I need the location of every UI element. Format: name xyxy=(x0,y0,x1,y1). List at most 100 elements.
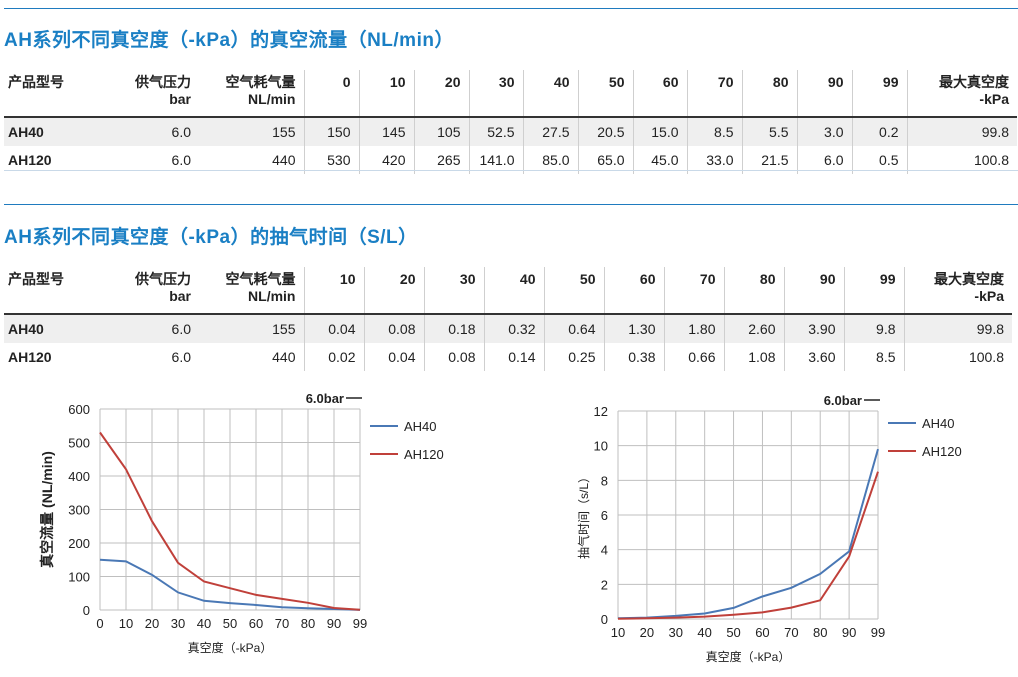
legend-label: AH120 xyxy=(404,447,444,462)
column-header: 30 xyxy=(468,70,523,117)
column-header: 70 xyxy=(686,70,742,117)
value-cell: 3.60 xyxy=(783,343,844,371)
y-tick-label: 100 xyxy=(68,570,90,585)
value-cell: 33.0 xyxy=(686,146,742,174)
column-header: 30 xyxy=(423,267,484,314)
x-tick-label: 20 xyxy=(145,616,159,631)
value-cell: 15.0 xyxy=(632,117,687,146)
header-line1: 70 xyxy=(699,271,716,287)
value-cell: 0.08 xyxy=(423,343,484,371)
column-header: 80 xyxy=(723,267,784,314)
x-tick-label: 80 xyxy=(301,616,315,631)
value-cell: 8.5 xyxy=(843,343,904,371)
x-tick-label: 0 xyxy=(96,616,103,631)
header-line1: 最大真空度 xyxy=(934,271,1004,287)
column-header: 90 xyxy=(796,70,852,117)
series-line-ah40 xyxy=(617,448,879,620)
x-tick-label: 60 xyxy=(755,625,769,640)
header-line1: 60 xyxy=(639,271,656,287)
value-cell: 440 xyxy=(199,343,304,371)
header-line1: 供气压力 xyxy=(135,271,191,287)
value-cell: 6.0 xyxy=(99,343,199,371)
x-tick-label: 30 xyxy=(669,625,683,640)
value-cell: 99.8 xyxy=(903,314,1012,343)
column-header: 60 xyxy=(603,267,664,314)
header-line2: -kPa xyxy=(979,91,1009,107)
table-row: AH40 6.0 155 150 145 105 52.5 27.5 20.5 15.0 8.5 5.… xyxy=(4,117,1017,146)
column-header: 99 xyxy=(843,267,904,314)
y-tick-label: 2 xyxy=(601,577,608,592)
flow-chart: 0 100 200 300 400 500 600 0 10 20 30 40 50 60 70 80 90 99… xyxy=(39,391,444,655)
column-header: 40 xyxy=(522,70,578,117)
y-tick-label: 500 xyxy=(68,436,90,451)
value-cell: 8.5 xyxy=(686,117,742,146)
x-axis-label: 真空度（-kPa） xyxy=(706,649,791,664)
header-line1: 30 xyxy=(459,271,476,287)
header-line1: 30 xyxy=(498,74,515,90)
header-line1: 80 xyxy=(759,271,776,287)
x-tick-label: 99 xyxy=(353,616,367,631)
header-line1: 10 xyxy=(389,74,406,90)
x-tick-label: 50 xyxy=(223,616,237,631)
header-line1: 供气压力 xyxy=(135,74,191,90)
x-tick-label: 70 xyxy=(784,625,798,640)
section-divider xyxy=(4,170,1018,171)
column-header: 20 xyxy=(363,267,424,314)
header-line1: 最大真空度 xyxy=(939,74,1009,90)
y-tick-label: 600 xyxy=(68,402,90,417)
value-cell: 1.80 xyxy=(663,314,724,343)
model-cell: AH40 xyxy=(4,314,99,343)
value-cell: 3.90 xyxy=(783,314,844,343)
column-header: 80 xyxy=(741,70,797,117)
column-header: 20 xyxy=(413,70,469,117)
value-cell: 0.66 xyxy=(663,343,724,371)
pressure-annotation: 6.0bar xyxy=(306,391,344,406)
value-cell: 0.04 xyxy=(303,314,364,343)
y-tick-label: 4 xyxy=(601,543,608,558)
header-line2: bar xyxy=(169,91,191,107)
pressure-annotation: 6.0bar xyxy=(824,393,862,408)
header-line1: 99 xyxy=(879,271,896,287)
column-header: 10 xyxy=(358,70,414,117)
header-line1: 50 xyxy=(608,74,625,90)
x-tick-label: 30 xyxy=(171,616,185,631)
value-cell: 150 xyxy=(303,117,359,146)
x-tick-label: 10 xyxy=(119,616,133,631)
y-tick-label: 10 xyxy=(594,439,608,454)
value-cell: 1.30 xyxy=(603,314,664,343)
value-cell: 141.0 xyxy=(468,146,523,174)
y-tick-label: 400 xyxy=(68,469,90,484)
value-cell: 9.8 xyxy=(843,314,904,343)
header-line1: 10 xyxy=(339,271,356,287)
header-line1: 80 xyxy=(772,74,789,90)
value-cell: 0.14 xyxy=(483,343,544,371)
y-tick-label: 6 xyxy=(601,508,608,523)
value-cell: 52.5 xyxy=(468,117,523,146)
table-row: AH40 6.0 155 0.04 0.08 0.18 0.32 0.64 1.30 1.80 2.… xyxy=(4,314,1012,343)
header-line2: NL/min xyxy=(248,288,296,304)
table-row: AH120 6.0 440 530 420 265 141.0 85.0 65.0 45.0 33.… xyxy=(4,146,1017,174)
value-cell: 155 xyxy=(199,117,304,146)
header-line2: NL/min xyxy=(248,91,296,107)
value-cell: 530 xyxy=(303,146,359,174)
legend-label: AH120 xyxy=(922,444,962,459)
header-line1: 70 xyxy=(717,74,734,90)
header-line1: 产品型号 xyxy=(8,271,64,287)
x-tick-label: 10 xyxy=(611,625,625,640)
column-header: 40 xyxy=(483,267,544,314)
value-cell: 20.5 xyxy=(577,117,633,146)
y-axis-label: 抽气时间（s/L） xyxy=(576,471,591,559)
value-cell: 6.0 xyxy=(796,146,852,174)
value-cell: 6.0 xyxy=(99,117,199,146)
value-cell: 0.5 xyxy=(851,146,907,174)
column-header: 最大真空度 -kPa xyxy=(906,70,1017,117)
top-rule xyxy=(4,8,1018,9)
legend-label: AH40 xyxy=(404,419,437,434)
value-cell: 0.08 xyxy=(363,314,424,343)
column-header: 供气压力 bar xyxy=(99,267,199,314)
flow-section-title: AH系列不同真空度（-kPa）的真空流量（NL/min） xyxy=(4,30,454,51)
column-header: 99 xyxy=(851,70,907,117)
value-cell: 0.02 xyxy=(303,343,364,371)
header-line1: 空气耗气量 xyxy=(225,271,296,287)
column-header: 空气耗气量 NL/min xyxy=(199,267,304,314)
